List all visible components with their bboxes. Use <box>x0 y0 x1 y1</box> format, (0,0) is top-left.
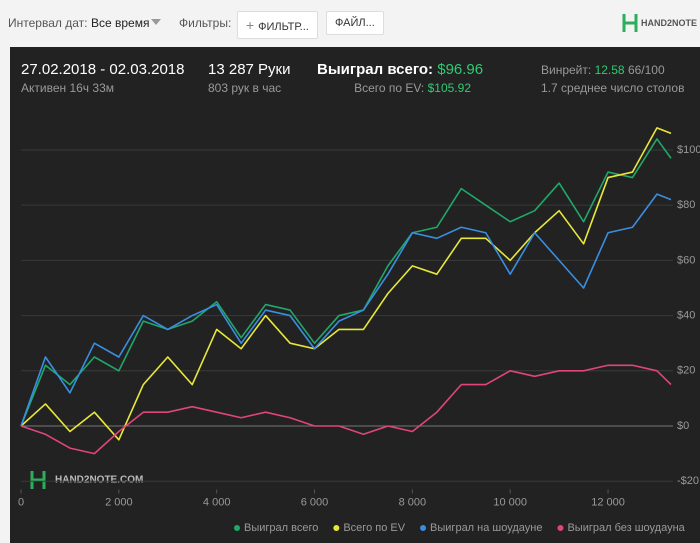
series-line <box>20 138 672 427</box>
watermark: HAND2NOTE.COM <box>55 475 143 486</box>
x-tick-label: 12 000 <box>591 496 625 508</box>
active-time: Активен 16ч 33м <box>21 81 114 95</box>
file-button-text: ФАЙЛ... <box>335 17 375 29</box>
x-tick-label: 4 000 <box>203 496 231 508</box>
series-line <box>20 193 672 427</box>
winrate-unit: 66/100 <box>627 63 665 77</box>
y-tick-label: -$20 <box>677 475 699 487</box>
legend-marker <box>333 525 340 531</box>
ev-total: Всего по EV: $105.92 <box>354 81 471 95</box>
panel <box>10 47 700 543</box>
legend-marker <box>234 525 240 531</box>
legend-marker <box>420 525 427 531</box>
y-tick-label: $0 <box>677 420 689 432</box>
filters-label: Фильтры: <box>179 16 232 30</box>
series-line <box>20 364 672 455</box>
x-tick-label: 8 000 <box>399 496 427 508</box>
filter-button-text: ФИЛЬТР... <box>258 21 309 33</box>
x-tick-label: 6 000 <box>301 496 329 508</box>
legend-label: Выиграл без шоудауна <box>567 522 685 534</box>
date-range: 27.02.2018 - 02.03.2018 <box>21 61 185 78</box>
logo-text: HAND2NOTE <box>641 18 698 28</box>
ev-value: $105.92 <box>427 81 471 95</box>
hands: 13 287 Руки <box>208 61 291 78</box>
logo-icon <box>622 14 638 32</box>
file-button[interactable]: ФАЙЛ... <box>326 11 384 35</box>
legend-label: Всего по EV <box>343 522 405 534</box>
legend-label: Выиграл на шоудауне <box>430 522 542 534</box>
x-tick-label: 2 000 <box>105 496 133 508</box>
won-value: $96.96 <box>437 61 484 78</box>
winrate-value: 12.58 <box>594 63 625 77</box>
avg-tables: 1.7 среднее число столов <box>541 81 685 95</box>
series-line <box>20 127 672 441</box>
x-tick-label: 0 <box>18 496 24 508</box>
y-tick-label: $100 <box>677 144 700 156</box>
dropdown-arrow <box>151 19 161 25</box>
legend-marker <box>557 525 564 531</box>
ev-label: Всего по EV: <box>354 81 425 95</box>
y-tick-label: $80 <box>677 199 695 211</box>
filter-button[interactable]: + ФИЛЬТР... <box>237 11 318 39</box>
date-dropdown[interactable]: Все время <box>91 16 150 30</box>
y-tick-label: $40 <box>677 309 695 321</box>
hands-per-hour: 803 рук в час <box>208 81 282 95</box>
watermark-icon <box>30 471 46 489</box>
logo: HAND2NOTE <box>622 14 697 32</box>
won-label: Выиграл всего: <box>317 61 434 78</box>
x-tick-label: 10 000 <box>493 496 527 508</box>
winrate-label: Винрейт: <box>541 63 592 77</box>
y-tick-label: $60 <box>677 254 695 266</box>
y-tick-label: $20 <box>677 365 695 377</box>
winrate: Винрейт: 12.58 66/100 <box>541 63 665 77</box>
legend: Выиграл всего Всего по EV Выиграл на шоуда… <box>234 522 686 534</box>
won-total: Выиграл всего: $96.96 <box>317 61 483 78</box>
date-label: Интервал дат: <box>8 16 88 30</box>
legend-label: Выиграл всего <box>244 522 318 534</box>
